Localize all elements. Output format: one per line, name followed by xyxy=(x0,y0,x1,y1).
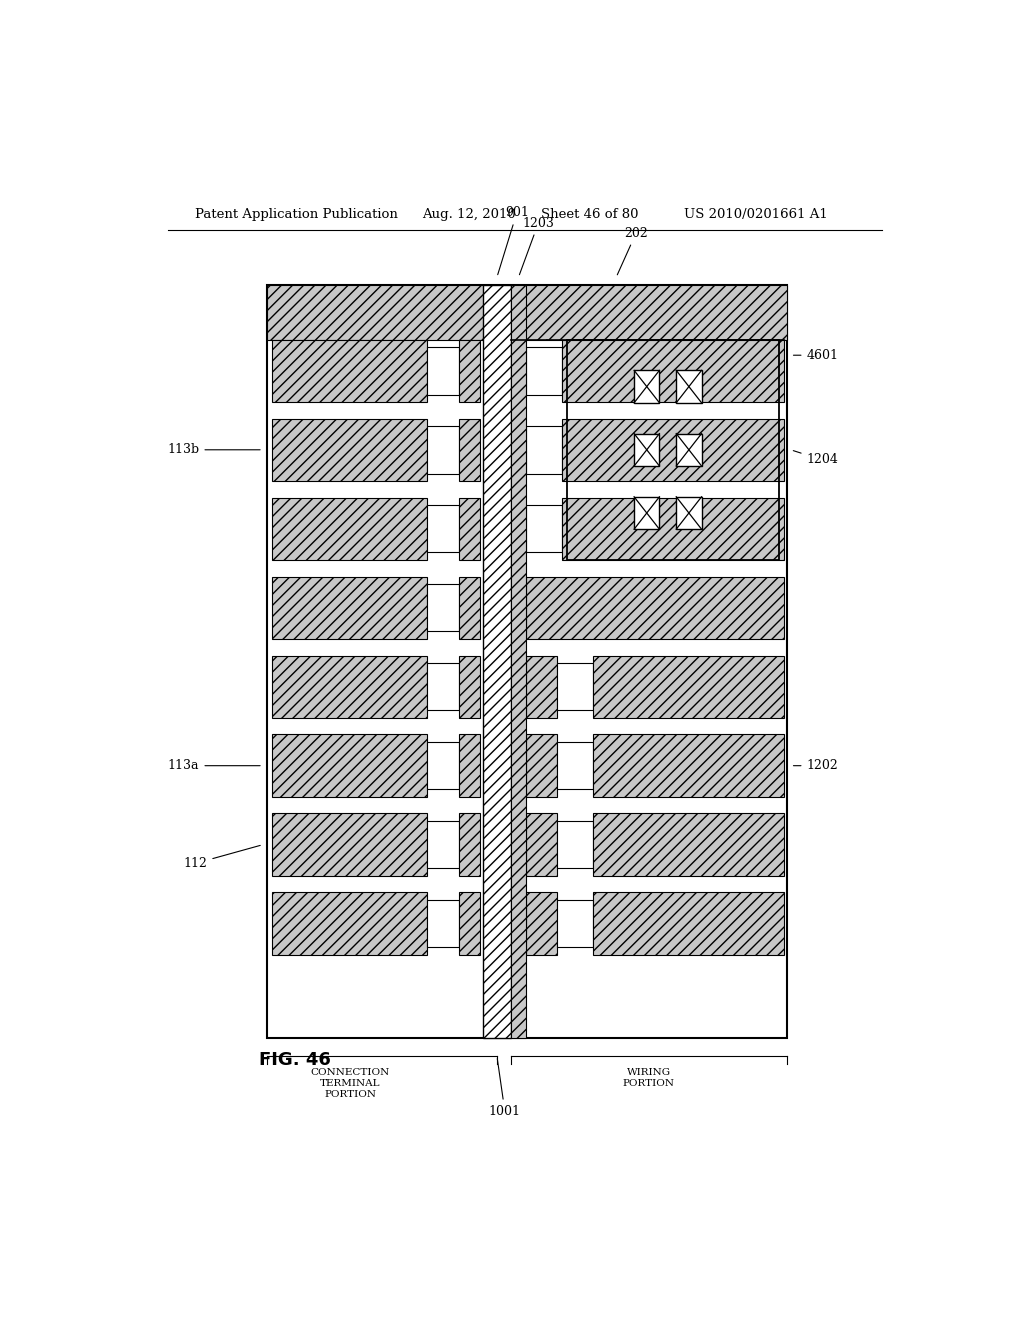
Bar xyxy=(267,285,786,339)
Text: 1202: 1202 xyxy=(794,759,839,772)
Text: FIG. 46: FIG. 46 xyxy=(259,1051,331,1069)
Bar xyxy=(525,347,562,395)
Bar xyxy=(525,577,784,639)
Bar xyxy=(427,583,459,631)
Bar xyxy=(459,498,480,560)
Bar xyxy=(427,900,459,948)
Bar xyxy=(676,433,701,466)
Bar xyxy=(562,339,784,403)
Bar xyxy=(634,371,659,403)
Text: 901: 901 xyxy=(498,206,528,275)
Bar xyxy=(427,347,459,395)
Text: Aug. 12, 2010: Aug. 12, 2010 xyxy=(422,207,515,220)
Bar xyxy=(525,656,557,718)
Bar xyxy=(459,813,480,876)
Bar xyxy=(634,433,659,466)
Bar xyxy=(676,371,701,403)
Bar xyxy=(557,900,593,948)
Bar xyxy=(593,734,784,797)
Bar xyxy=(272,498,427,560)
Text: WIRING
PORTION: WIRING PORTION xyxy=(623,1068,675,1088)
Bar xyxy=(272,734,427,797)
Text: CONNECTION
TERMINAL
PORTION: CONNECTION TERMINAL PORTION xyxy=(310,1068,390,1100)
Bar xyxy=(267,285,786,1038)
Bar xyxy=(557,821,593,869)
Bar xyxy=(525,813,557,876)
Bar xyxy=(562,498,784,560)
Text: 112: 112 xyxy=(183,845,260,870)
Bar xyxy=(272,339,427,403)
Bar xyxy=(567,339,779,560)
Bar xyxy=(676,496,701,529)
Bar xyxy=(557,663,593,710)
Bar xyxy=(427,821,459,869)
Bar xyxy=(525,506,562,553)
Bar xyxy=(272,418,427,480)
Bar xyxy=(593,892,784,954)
Bar xyxy=(459,418,480,480)
Bar xyxy=(557,742,593,789)
Bar xyxy=(427,426,459,474)
Bar xyxy=(272,813,427,876)
Text: US 2010/0201661 A1: US 2010/0201661 A1 xyxy=(684,207,827,220)
Bar xyxy=(459,734,480,797)
Text: 4601: 4601 xyxy=(794,348,839,362)
Bar xyxy=(634,496,659,529)
Text: 1203: 1203 xyxy=(519,216,554,275)
Bar xyxy=(272,577,427,639)
Bar xyxy=(525,892,557,954)
Bar xyxy=(525,426,562,474)
Text: 113b: 113b xyxy=(167,444,260,457)
Bar xyxy=(593,813,784,876)
Text: 1001: 1001 xyxy=(488,1059,521,1118)
Text: 1204: 1204 xyxy=(794,450,839,466)
Bar xyxy=(459,339,480,403)
Bar xyxy=(427,663,459,710)
Bar xyxy=(272,656,427,718)
Bar xyxy=(459,577,480,639)
Bar xyxy=(482,285,511,1038)
Bar xyxy=(511,285,525,1038)
Bar xyxy=(459,656,480,718)
Bar xyxy=(427,506,459,553)
Text: Sheet 46 of 80: Sheet 46 of 80 xyxy=(541,207,638,220)
Text: 113a: 113a xyxy=(168,759,260,772)
Bar xyxy=(427,742,459,789)
Text: 202: 202 xyxy=(617,227,648,275)
Bar xyxy=(459,892,480,954)
Bar xyxy=(562,418,784,480)
Text: Patent Application Publication: Patent Application Publication xyxy=(196,207,398,220)
Bar xyxy=(593,656,784,718)
Bar xyxy=(272,892,427,954)
Bar xyxy=(525,734,557,797)
